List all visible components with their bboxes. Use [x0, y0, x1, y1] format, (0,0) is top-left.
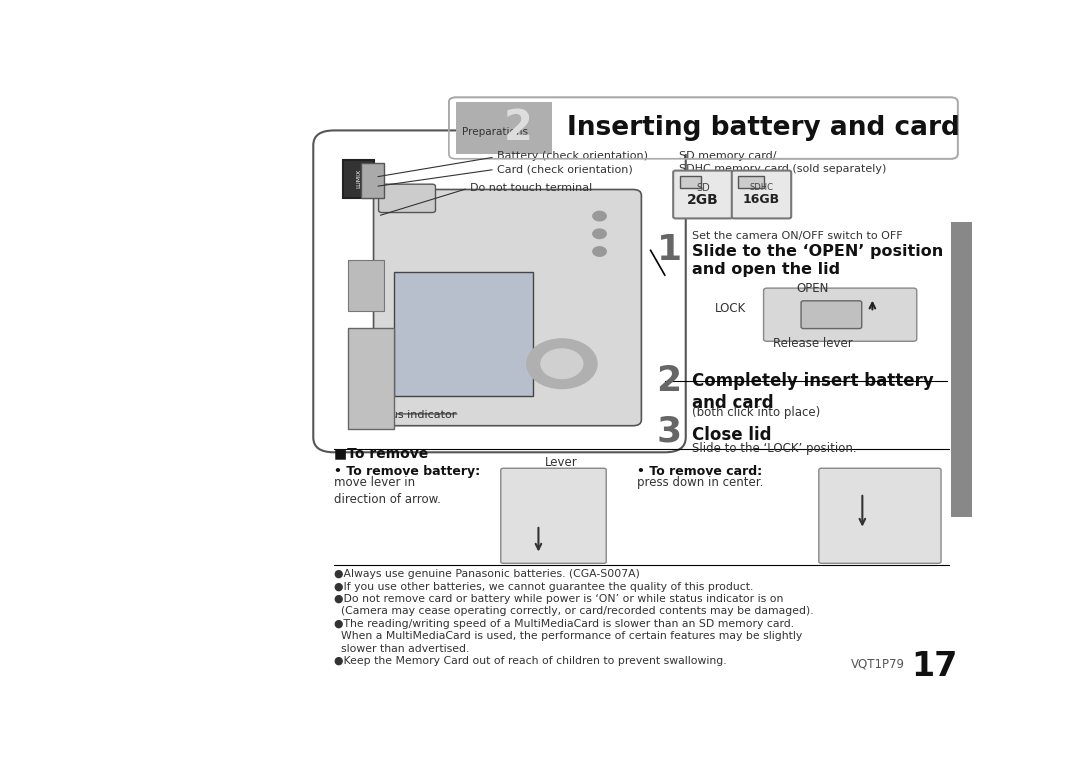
- Text: slower than advertised.: slower than advertised.: [334, 644, 470, 653]
- Text: SD: SD: [696, 183, 710, 193]
- Text: Slide to the ‘OPEN’ position
and open the lid: Slide to the ‘OPEN’ position and open th…: [691, 244, 943, 278]
- FancyBboxPatch shape: [501, 468, 606, 563]
- FancyBboxPatch shape: [732, 170, 792, 219]
- Text: ●Keep the Memory Card out of reach of children to prevent swallowing.: ●Keep the Memory Card out of reach of ch…: [334, 656, 727, 666]
- Circle shape: [593, 212, 606, 221]
- Text: SDHC memory card (sold separately): SDHC memory card (sold separately): [679, 164, 887, 174]
- Text: Preparations: Preparations: [462, 127, 528, 137]
- Text: VQT1P79: VQT1P79: [851, 657, 905, 670]
- Circle shape: [593, 247, 606, 256]
- Text: Release lever: Release lever: [773, 337, 853, 350]
- Text: Status indicator: Status indicator: [367, 410, 456, 420]
- Text: 2GB: 2GB: [687, 193, 719, 207]
- Text: 16GB: 16GB: [743, 193, 780, 206]
- Text: 17: 17: [912, 650, 958, 683]
- Text: 2: 2: [657, 364, 681, 398]
- Bar: [680, 176, 701, 189]
- Text: Inserting battery and card: Inserting battery and card: [567, 115, 960, 141]
- Text: • To remove card:: • To remove card:: [637, 466, 762, 479]
- Text: • To remove battery:: • To remove battery:: [334, 466, 481, 479]
- Text: Close lid: Close lid: [691, 426, 771, 444]
- Text: 2: 2: [504, 107, 532, 149]
- Text: ●Do not remove card or battery while power is ‘ON’ or while status indicator is : ●Do not remove card or battery while pow…: [334, 594, 784, 604]
- Bar: [456, 102, 552, 154]
- Text: Battery (check orientation): Battery (check orientation): [497, 151, 648, 161]
- Bar: [951, 222, 972, 517]
- Text: ■To remove: ■To remove: [334, 446, 429, 460]
- FancyBboxPatch shape: [449, 97, 958, 159]
- Text: Set the camera ON/OFF switch to OFF: Set the camera ON/OFF switch to OFF: [691, 231, 902, 241]
- Bar: [394, 272, 532, 397]
- Text: Do not touch terminal: Do not touch terminal: [470, 183, 592, 193]
- Bar: [552, 102, 951, 154]
- Text: ●Always use genuine Panasonic batteries. (CGA-S007A): ●Always use genuine Panasonic batteries.…: [334, 569, 640, 579]
- FancyBboxPatch shape: [764, 288, 917, 341]
- Text: ●If you use other batteries, we cannot guarantee the quality of this product.: ●If you use other batteries, we cannot g…: [334, 581, 754, 591]
- Bar: [361, 163, 384, 199]
- Text: (both click into place): (both click into place): [691, 407, 820, 420]
- FancyBboxPatch shape: [374, 189, 642, 426]
- FancyBboxPatch shape: [801, 301, 862, 328]
- Text: 3: 3: [657, 415, 681, 449]
- FancyBboxPatch shape: [819, 468, 941, 563]
- Text: LOCK: LOCK: [715, 301, 746, 314]
- Circle shape: [527, 339, 597, 389]
- Circle shape: [541, 349, 583, 378]
- Text: 1: 1: [657, 233, 681, 268]
- Text: When a MultiMediaCard is used, the performance of certain features may be slight: When a MultiMediaCard is used, the perfo…: [334, 631, 802, 641]
- Bar: [349, 328, 394, 429]
- Circle shape: [593, 229, 606, 239]
- Text: ●The reading/writing speed of a MultiMediaCard is slower than an SD memory card.: ●The reading/writing speed of a MultiMed…: [334, 619, 794, 629]
- Text: SD memory card/: SD memory card/: [679, 151, 777, 161]
- Bar: [739, 176, 764, 189]
- FancyBboxPatch shape: [313, 130, 686, 453]
- FancyBboxPatch shape: [673, 170, 732, 219]
- Text: Card (check orientation): Card (check orientation): [497, 164, 632, 174]
- Text: Lever: Lever: [545, 456, 578, 469]
- Text: Completely insert battery
and card: Completely insert battery and card: [691, 372, 933, 412]
- Text: press down in center.: press down in center.: [637, 476, 764, 489]
- Text: move lever in
direction of arrow.: move lever in direction of arrow.: [334, 476, 441, 506]
- Text: (Camera may cease operating correctly, or card/recorded contents may be damaged): (Camera may cease operating correctly, o…: [334, 607, 814, 617]
- Bar: [349, 260, 383, 311]
- Text: OPEN: OPEN: [797, 281, 829, 295]
- Text: LUMIX: LUMIX: [356, 170, 361, 189]
- Text: Slide to the ‘LOCK’ position.: Slide to the ‘LOCK’ position.: [691, 443, 856, 456]
- FancyBboxPatch shape: [379, 184, 435, 212]
- Bar: [342, 160, 375, 199]
- Text: SDHC: SDHC: [750, 183, 773, 193]
